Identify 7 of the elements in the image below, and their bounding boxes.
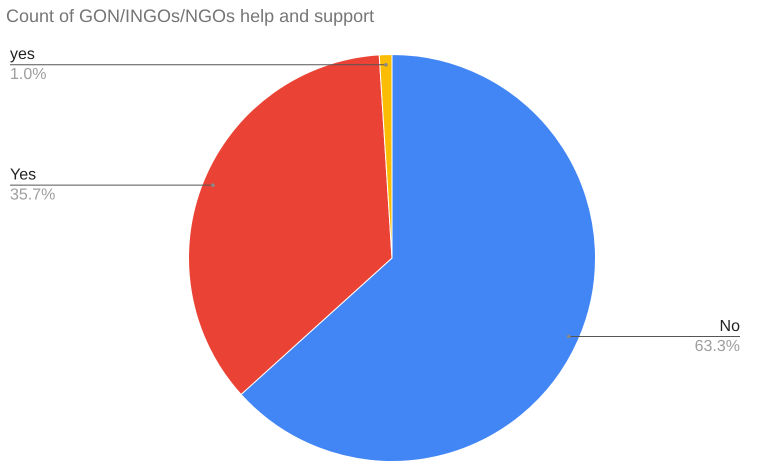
data-label: 63.3% bbox=[694, 338, 740, 355]
slice-label: Yes bbox=[10, 166, 36, 184]
data-label: 1.0% bbox=[10, 66, 46, 84]
slice-label: No bbox=[720, 318, 740, 335]
chart-title: Count of GON/INGOs/NGOs help and support bbox=[6, 6, 374, 27]
data-label: 35.7% bbox=[10, 186, 56, 204]
slice-label: yes bbox=[10, 46, 35, 64]
